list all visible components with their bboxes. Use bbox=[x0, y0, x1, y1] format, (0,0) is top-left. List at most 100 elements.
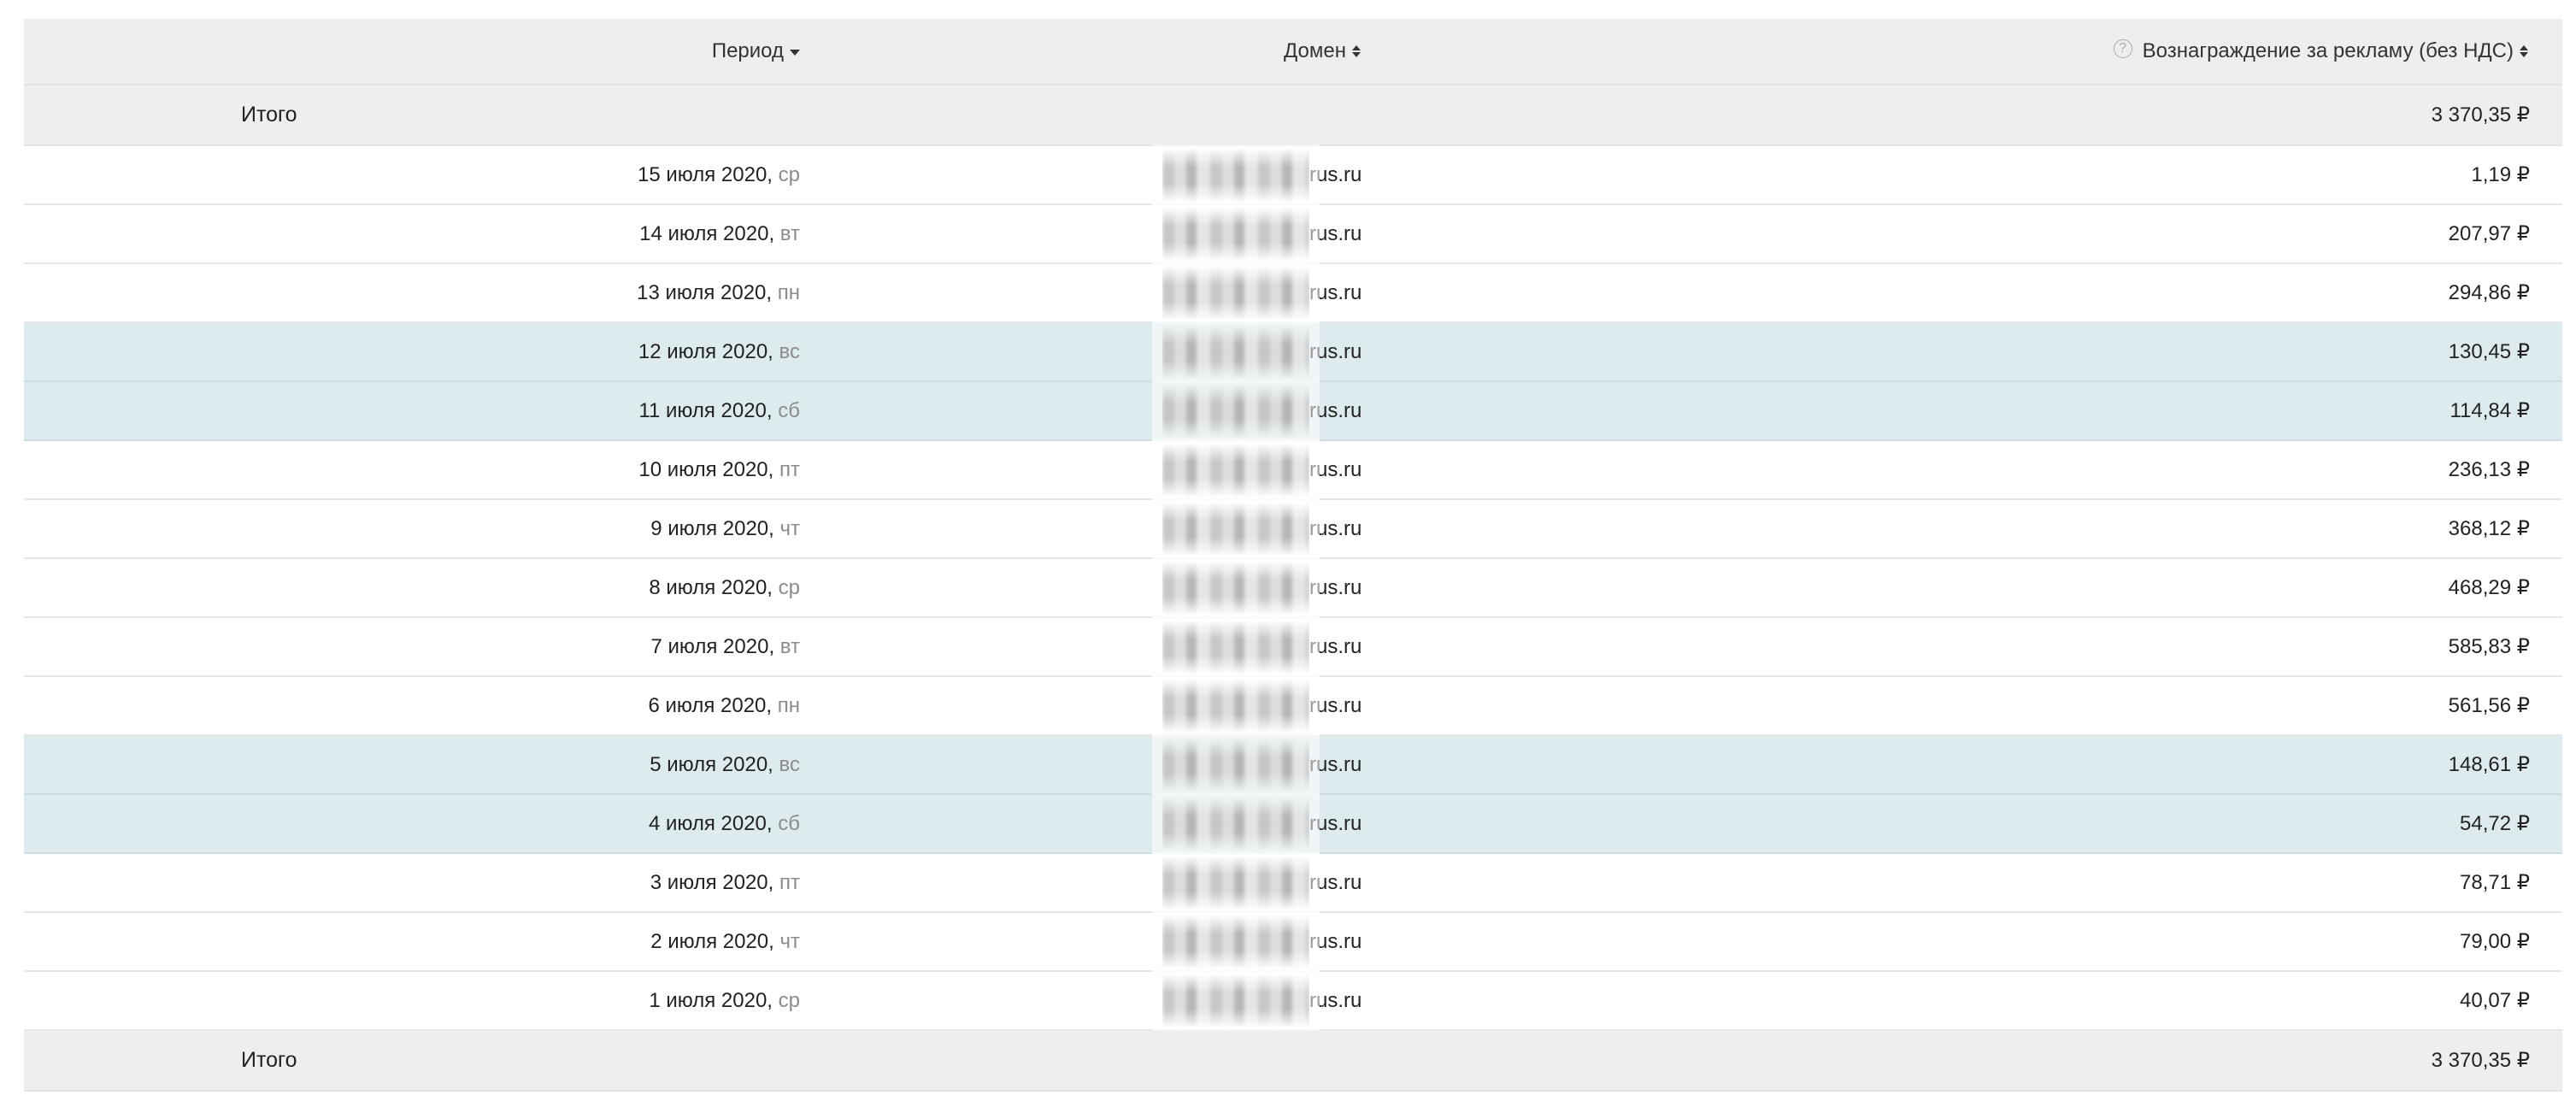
table-row: 3 июля 2020, пт rus.ru 78,71 ₽ bbox=[24, 852, 2562, 913]
table-body: 15 июля 2020, ср rus.ru 1,19 ₽ 14 июля 2020… bbox=[24, 144, 2562, 1031]
date-text: 5 июля 2020 bbox=[650, 752, 768, 776]
date-text: 14 июля 2020 bbox=[639, 221, 769, 245]
comma-separator: , bbox=[768, 929, 780, 953]
weekday-text: пт bbox=[779, 457, 800, 481]
domain-cell: rus.ru bbox=[1152, 321, 1444, 382]
redacted-domain-prefix bbox=[1152, 793, 1320, 854]
comma-separator: , bbox=[766, 693, 778, 717]
reward-amount: 368,12 ₽ bbox=[2448, 517, 2530, 540]
total-amount: 3 370,35 ₽ bbox=[2431, 1049, 2530, 1072]
table-row: 13 июля 2020, пн rus.ru 294,86 ₽ bbox=[24, 262, 2562, 323]
table-row: 9 июля 2020, чт rus.ru 368,12 ₽ bbox=[24, 498, 2562, 559]
table-row: 11 июля 2020, сб rus.ru 114,84 ₽ bbox=[24, 380, 2562, 441]
reward-amount: 585,83 ₽ bbox=[2448, 635, 2530, 658]
period-cell: 15 июля 2020, ср bbox=[24, 146, 800, 203]
date-text: 3 июля 2020 bbox=[650, 870, 768, 894]
reward-amount: 40,07 ₽ bbox=[2460, 989, 2530, 1012]
redacted-domain-prefix bbox=[1152, 557, 1320, 618]
domain-cell: rus.ru bbox=[1152, 498, 1444, 559]
period-cell: 13 июля 2020, пн bbox=[24, 264, 800, 321]
date-text: 1 июля 2020 bbox=[649, 988, 768, 1012]
domain-cell: rus.ru bbox=[1152, 262, 1444, 323]
redacted-domain-prefix bbox=[1152, 675, 1320, 736]
pixelated-redaction bbox=[1162, 501, 1309, 556]
domain-cell: rus.ru bbox=[1152, 793, 1444, 854]
help-icon[interactable]: ? bbox=[2113, 39, 2132, 58]
weekday-text: сб bbox=[778, 811, 800, 835]
pixelated-redaction bbox=[1162, 855, 1309, 910]
reward-column-header[interactable]: ? Вознаграждение за рекламу (без НДС) bbox=[2113, 19, 2528, 84]
weekday-text: пн bbox=[777, 693, 800, 717]
period-cell: 9 июля 2020, чт bbox=[24, 500, 800, 557]
domain-header-label: Домен bbox=[1284, 39, 1346, 62]
pixelated-redaction bbox=[1162, 147, 1309, 203]
domain-cell: rus.ru bbox=[1152, 911, 1444, 972]
date-text: 2 июля 2020 bbox=[650, 929, 769, 953]
pixelated-redaction bbox=[1162, 560, 1309, 615]
period-header-label: Период bbox=[711, 39, 784, 62]
period-cell: 11 июля 2020, сб bbox=[24, 382, 800, 439]
comma-separator: , bbox=[768, 752, 779, 776]
period-cell: 6 июля 2020, пн bbox=[24, 677, 800, 734]
table-row: 10 июля 2020, пт rus.ru 236,13 ₽ bbox=[24, 439, 2562, 500]
weekday-text: вт bbox=[779, 634, 800, 658]
period-column-header[interactable]: Период bbox=[24, 19, 800, 84]
table-row: 15 июля 2020, ср rus.ru 1,19 ₽ bbox=[24, 144, 2562, 205]
pixelated-redaction bbox=[1162, 619, 1309, 674]
date-text: 7 июля 2020 bbox=[650, 634, 769, 658]
comma-separator: , bbox=[768, 221, 780, 245]
table-row: 2 июля 2020, чт rus.ru 79,00 ₽ bbox=[24, 911, 2562, 972]
date-text: 6 июля 2020 bbox=[648, 693, 767, 717]
period-cell: 5 июля 2020, вс bbox=[24, 736, 800, 793]
redacted-domain-prefix bbox=[1152, 380, 1320, 441]
comma-separator: , bbox=[766, 811, 779, 835]
domain-column-header[interactable]: Домен bbox=[1284, 19, 1361, 84]
comma-separator: , bbox=[768, 516, 780, 540]
weekday-text: ср bbox=[778, 988, 800, 1012]
domain-cell: rus.ru bbox=[1152, 852, 1444, 913]
domain-cell: rus.ru bbox=[1152, 734, 1444, 795]
date-text: 13 июля 2020 bbox=[637, 280, 767, 304]
reward-amount: 294,86 ₽ bbox=[2448, 281, 2530, 304]
date-text: 15 июля 2020 bbox=[637, 162, 768, 186]
table-row: 14 июля 2020, вт rus.ru 207,97 ₽ bbox=[24, 203, 2562, 264]
redacted-domain-prefix bbox=[1152, 144, 1320, 205]
redacted-domain-prefix bbox=[1152, 439, 1320, 500]
weekday-text: ср bbox=[778, 575, 800, 599]
sort-descending-icon bbox=[790, 49, 800, 56]
period-cell: 8 июля 2020, ср bbox=[24, 559, 800, 616]
date-text: 10 июля 2020 bbox=[638, 457, 768, 481]
table-row: 6 июля 2020, пн rus.ru 561,56 ₽ bbox=[24, 675, 2562, 736]
comma-separator: , bbox=[766, 280, 778, 304]
weekday-text: ср bbox=[778, 162, 800, 186]
pixelated-redaction bbox=[1162, 973, 1309, 1028]
domain-cell: rus.ru bbox=[1152, 616, 1444, 677]
domain-cell: rus.ru bbox=[1152, 970, 1444, 1031]
weekday-text: пн bbox=[777, 280, 800, 304]
pixelated-redaction bbox=[1162, 206, 1309, 262]
total-label: Итого bbox=[241, 103, 297, 127]
period-cell: 3 июля 2020, пт bbox=[24, 854, 800, 911]
pixelated-redaction bbox=[1162, 442, 1309, 498]
comma-separator: , bbox=[766, 398, 779, 422]
domain-cell: rus.ru bbox=[1152, 557, 1444, 618]
total-row-top: Итого 3 370,35 ₽ bbox=[24, 85, 2562, 146]
domain-cell: rus.ru bbox=[1152, 380, 1444, 441]
sort-icon bbox=[2520, 45, 2528, 57]
reward-header-label: Вознаграждение за рекламу (без НДС) bbox=[2142, 39, 2514, 62]
domain-cell: rus.ru bbox=[1152, 203, 1444, 264]
redacted-domain-prefix bbox=[1152, 498, 1320, 559]
comma-separator: , bbox=[767, 162, 779, 186]
pixelated-redaction bbox=[1162, 796, 1309, 851]
reward-amount: 236,13 ₽ bbox=[2448, 458, 2530, 481]
table-row: 5 июля 2020, вс rus.ru 148,61 ₽ bbox=[24, 734, 2562, 795]
redacted-domain-prefix bbox=[1152, 970, 1320, 1031]
comma-separator: , bbox=[768, 339, 779, 363]
redacted-domain-prefix bbox=[1152, 616, 1320, 677]
redacted-domain-prefix bbox=[1152, 734, 1320, 795]
period-cell: 7 июля 2020, вт bbox=[24, 618, 800, 675]
table-row: 4 июля 2020, сб rus.ru 54,72 ₽ bbox=[24, 793, 2562, 854]
table-row: 8 июля 2020, ср rus.ru 468,29 ₽ bbox=[24, 557, 2562, 618]
period-cell: 4 июля 2020, сб bbox=[24, 795, 800, 852]
date-text: 8 июля 2020 bbox=[649, 575, 768, 599]
